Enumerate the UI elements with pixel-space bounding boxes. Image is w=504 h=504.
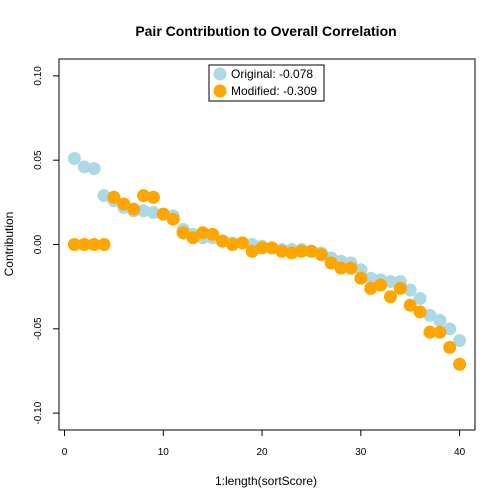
data-point xyxy=(374,278,388,292)
data-point xyxy=(117,197,131,211)
y-tick-label: 0.00 xyxy=(33,234,44,254)
data-point xyxy=(245,244,259,258)
data-point xyxy=(156,207,170,221)
data-point xyxy=(265,241,279,255)
data-point xyxy=(423,325,437,339)
data-point xyxy=(314,248,328,262)
data-point xyxy=(453,357,467,371)
data-point xyxy=(453,334,467,348)
data-point xyxy=(364,281,378,295)
y-tick-label: -0.05 xyxy=(33,317,44,340)
y-tick-label: 0.10 xyxy=(33,66,44,86)
data-point xyxy=(324,256,338,270)
data-point xyxy=(87,162,101,176)
data-point xyxy=(196,226,210,240)
data-point xyxy=(443,322,457,336)
data-point xyxy=(176,226,190,240)
data-point xyxy=(433,313,447,327)
data-point xyxy=(403,298,417,312)
data-point xyxy=(354,271,368,285)
chart-title: Pair Contribution to Overall Correlation xyxy=(135,23,396,39)
data-point xyxy=(137,204,151,218)
data-point xyxy=(67,151,81,165)
data-point xyxy=(275,244,289,258)
data-point xyxy=(166,212,180,226)
data-point xyxy=(295,244,309,258)
data-point xyxy=(423,308,437,322)
data-point xyxy=(186,231,200,245)
data-point xyxy=(334,261,348,275)
data-point xyxy=(235,236,249,250)
data-point xyxy=(443,340,457,354)
data-point xyxy=(107,190,121,204)
y-axis: -0.10 -0.05 0.00 0.05 0.10 xyxy=(33,66,60,425)
y-tick-label: 0.05 xyxy=(33,150,44,170)
data-point xyxy=(304,244,318,258)
series-modified xyxy=(67,189,467,371)
legend-marker-original xyxy=(213,67,227,81)
y-tick-label: -0.10 xyxy=(33,401,44,424)
data-point xyxy=(137,189,151,203)
data-point xyxy=(393,281,407,295)
data-point xyxy=(255,241,269,255)
x-axis: 0 10 20 30 40 xyxy=(62,429,466,458)
data-point xyxy=(383,290,397,304)
data-point xyxy=(87,238,101,251)
legend: Original: -0.078 Modified: -0.309 xyxy=(208,64,325,102)
data-point xyxy=(413,305,427,319)
data-point xyxy=(146,205,160,219)
x-tick-label: 40 xyxy=(454,447,466,458)
data-point xyxy=(67,238,81,251)
data-point xyxy=(225,238,239,251)
data-point xyxy=(413,291,427,305)
data-point xyxy=(216,234,230,248)
data-point xyxy=(344,261,358,275)
data-point xyxy=(433,325,447,339)
data-point xyxy=(364,271,378,285)
legend-label-modified: Modified: -0.309 xyxy=(231,84,317,98)
x-tick-label: 20 xyxy=(256,447,268,458)
data-point xyxy=(206,227,220,241)
data-point xyxy=(97,238,111,251)
legend-marker-modified xyxy=(213,84,227,98)
x-tick-label: 0 xyxy=(62,447,68,458)
data-point xyxy=(383,275,397,289)
data-point xyxy=(285,246,299,260)
x-tick-label: 30 xyxy=(355,447,367,458)
x-tick-label: 10 xyxy=(158,447,170,458)
data-point xyxy=(77,160,91,174)
data-point xyxy=(403,283,417,297)
y-axis-label: Contribution xyxy=(2,212,16,277)
x-axis-label: 1:length(sortScore) xyxy=(215,474,317,488)
legend-box xyxy=(208,64,325,102)
data-point xyxy=(127,202,141,216)
data-point xyxy=(97,189,111,203)
data-point xyxy=(77,238,91,251)
data-points xyxy=(67,151,467,371)
legend-label-original: Original: -0.078 xyxy=(231,67,313,81)
data-point xyxy=(146,190,160,204)
